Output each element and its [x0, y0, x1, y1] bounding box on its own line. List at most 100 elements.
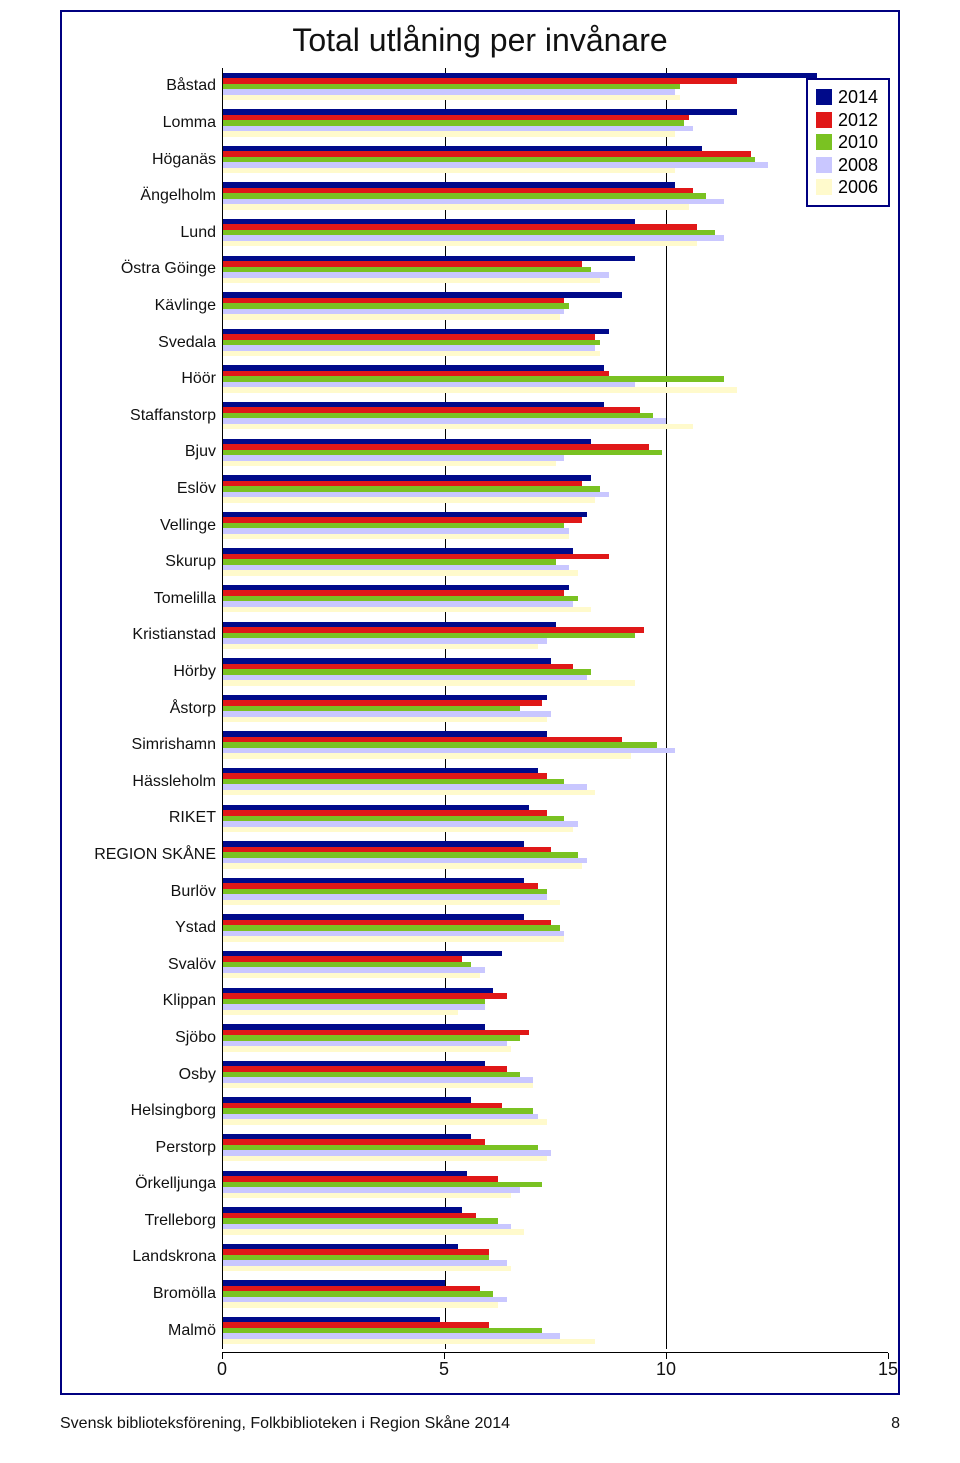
bar	[223, 461, 556, 466]
bar	[223, 204, 689, 209]
y-label: Svedala	[158, 334, 216, 352]
bar	[223, 314, 560, 319]
chart-title: Total utlåning per invånare	[62, 12, 898, 65]
bar	[223, 1266, 511, 1271]
footer-text: Svensk biblioteksförening, Folkbibliotek…	[60, 1415, 510, 1433]
plot-wrap: Båstad Lomma Höganäs Ängelholm Lund Östra Göi…	[62, 68, 898, 1349]
bar	[223, 1046, 511, 1051]
y-label: Bjuv	[185, 443, 216, 461]
bar	[223, 168, 675, 173]
grid-line	[666, 68, 667, 1349]
plot-area	[222, 68, 888, 1349]
y-label: Ängelholm	[140, 187, 216, 205]
legend: 20142012201020082006	[806, 78, 890, 207]
legend-swatch	[816, 157, 832, 173]
y-label: Kristianstad	[132, 626, 216, 644]
y-label: Bromölla	[153, 1285, 216, 1303]
y-label: Lund	[180, 224, 216, 242]
bar	[223, 95, 680, 100]
legend-swatch	[816, 179, 832, 195]
legend-label: 2010	[838, 131, 878, 154]
bar	[223, 753, 631, 758]
legend-label: 2012	[838, 109, 878, 132]
y-label: RIKET	[169, 809, 216, 827]
y-label: Burlöv	[171, 883, 216, 901]
legend-swatch	[816, 134, 832, 150]
legend-label: 2008	[838, 154, 878, 177]
y-label: Båstad	[166, 77, 216, 95]
bar	[223, 1229, 524, 1234]
chart-container: Total utlåning per invånare Båstad Lomma H…	[60, 10, 900, 1395]
legend-label: 2014	[838, 86, 878, 109]
bar	[223, 1083, 533, 1088]
page-number: 8	[891, 1415, 900, 1433]
legend-swatch	[816, 112, 832, 128]
y-label: Lomma	[163, 114, 216, 132]
x-tick-label: 10	[656, 1359, 676, 1380]
y-axis-labels: Båstad Lomma Höganäs Ängelholm Lund Östra Göi…	[62, 68, 220, 1349]
y-label: Vellinge	[160, 517, 216, 535]
y-label: Östra Göinge	[121, 260, 216, 278]
bar	[223, 1156, 547, 1161]
y-label: Åstorp	[170, 700, 216, 718]
bar	[223, 1010, 458, 1015]
bar	[223, 644, 538, 649]
page: Total utlåning per invånare Båstad Lomma H…	[0, 0, 960, 1463]
bar	[223, 1193, 511, 1198]
legend-item: 2012	[816, 109, 878, 132]
x-tick-label: 0	[217, 1359, 227, 1380]
y-label: Sjöbo	[175, 1029, 216, 1047]
y-label: Höganäs	[152, 151, 216, 169]
bar	[223, 717, 547, 722]
bar	[223, 278, 600, 283]
y-label: Kävlinge	[155, 297, 216, 315]
bar	[223, 497, 595, 502]
bar	[223, 241, 697, 246]
y-label: Klippan	[163, 992, 216, 1010]
y-label: Simrishamn	[132, 736, 216, 754]
bar	[223, 1302, 498, 1307]
bar	[223, 790, 595, 795]
legend-label: 2006	[838, 176, 878, 199]
y-label: Skurup	[165, 553, 216, 571]
x-tick-label: 15	[878, 1359, 898, 1380]
y-label: Ystad	[175, 919, 216, 937]
y-label: Landskrona	[132, 1248, 216, 1266]
y-label: Tomelilla	[154, 590, 216, 608]
y-label: Helsingborg	[131, 1102, 216, 1120]
y-label: Staffanstorp	[130, 407, 216, 425]
y-label: Malmö	[168, 1322, 216, 1340]
y-label: Trelleborg	[145, 1212, 216, 1230]
bar	[223, 936, 564, 941]
bar	[223, 827, 573, 832]
legend-item: 2014	[816, 86, 878, 109]
y-label: REGION SKÅNE	[94, 846, 216, 864]
bar	[223, 534, 569, 539]
y-label: Eslöv	[177, 480, 216, 498]
y-label: Höör	[181, 370, 216, 388]
y-label: Perstorp	[156, 1139, 216, 1157]
bar	[223, 900, 560, 905]
x-axis: 051015	[222, 1352, 888, 1383]
legend-item: 2006	[816, 176, 878, 199]
bar	[223, 607, 591, 612]
y-label: Svalöv	[168, 956, 216, 974]
bar	[223, 387, 737, 392]
bar	[223, 1119, 547, 1124]
bar	[223, 680, 635, 685]
bar	[223, 973, 480, 978]
y-label: Hässleholm	[132, 773, 216, 791]
bar	[223, 863, 582, 868]
y-label: Örkelljunga	[135, 1175, 216, 1193]
legend-swatch	[816, 89, 832, 105]
bar	[223, 351, 600, 356]
x-tick-label: 5	[439, 1359, 449, 1380]
y-label: Osby	[179, 1066, 216, 1084]
legend-item: 2008	[816, 154, 878, 177]
legend-item: 2010	[816, 131, 878, 154]
bar	[223, 570, 578, 575]
bar	[223, 131, 675, 136]
y-label: Hörby	[173, 663, 216, 681]
bar	[223, 1339, 595, 1344]
bar	[223, 424, 693, 429]
